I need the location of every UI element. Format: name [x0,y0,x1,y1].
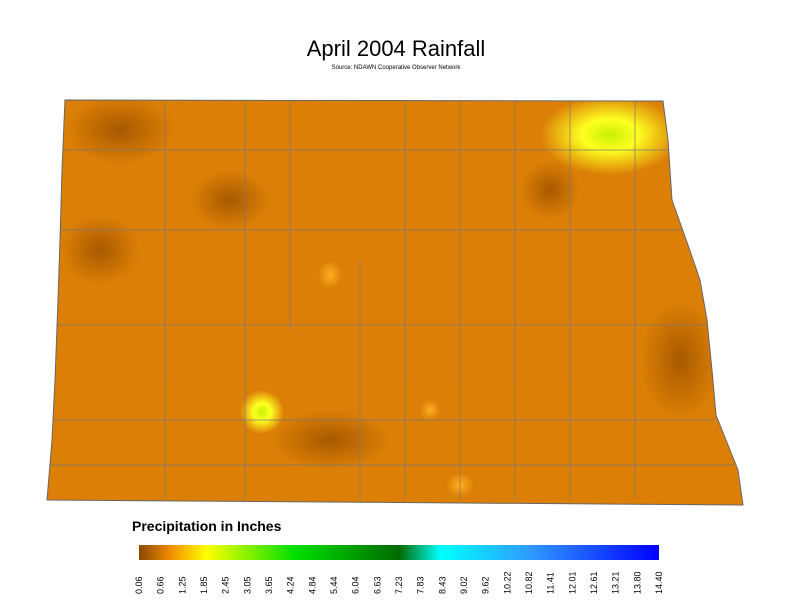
legend-tick-label: 9.62 [481,576,491,594]
legend-tick-label: 12.01 [567,571,577,594]
legend-tick-label: 0.66 [156,576,166,594]
legend-tick-label: 1.85 [199,576,209,594]
map-title: April 2004 Rainfall [307,36,486,61]
legend-tick-label: 8.43 [437,576,447,594]
legend-tick-label: 3.65 [264,576,274,594]
rainfall-map [47,100,743,505]
map-source: Source: NDAWN Cooperative Observer Netwo… [332,65,462,71]
legend-tick-label: 14.40 [654,571,664,594]
color-bar [139,545,659,560]
legend-tick-label: 4.24 [286,576,296,594]
legend-tick-label: 13.21 [611,571,621,594]
legend-tick-label: 7.83 [416,576,426,594]
legend-tick-label: 2.45 [221,576,231,594]
legend-tick-label: 1.25 [177,576,187,594]
legend-tick-label: 7.23 [394,576,404,594]
legend-tick-label: 6.04 [351,576,361,594]
legend-tick-label: 10.22 [502,571,512,594]
legend-tick-label: 4.84 [307,576,317,594]
legend-tick-label: 12.61 [589,571,599,594]
legend-tick-label: 5.44 [329,576,339,594]
legend-tick-label: 3.05 [242,576,252,594]
legend-tick-label: 0.06 [134,576,144,594]
legend-tick-label: 10.82 [524,571,534,594]
legend-ticks: 0.06 0.66 1.25 1.85 2.45 3.05 3.65 4.24 4.84 5.44… [134,571,664,594]
legend-tick-label: 13.80 [632,571,642,594]
legend-tick-label: 9.02 [459,576,469,594]
legend-tick-label: 11.41 [546,572,556,594]
legend-tick-label: 6.63 [372,576,382,594]
legend-title: Precipitation in Inches [132,518,282,534]
